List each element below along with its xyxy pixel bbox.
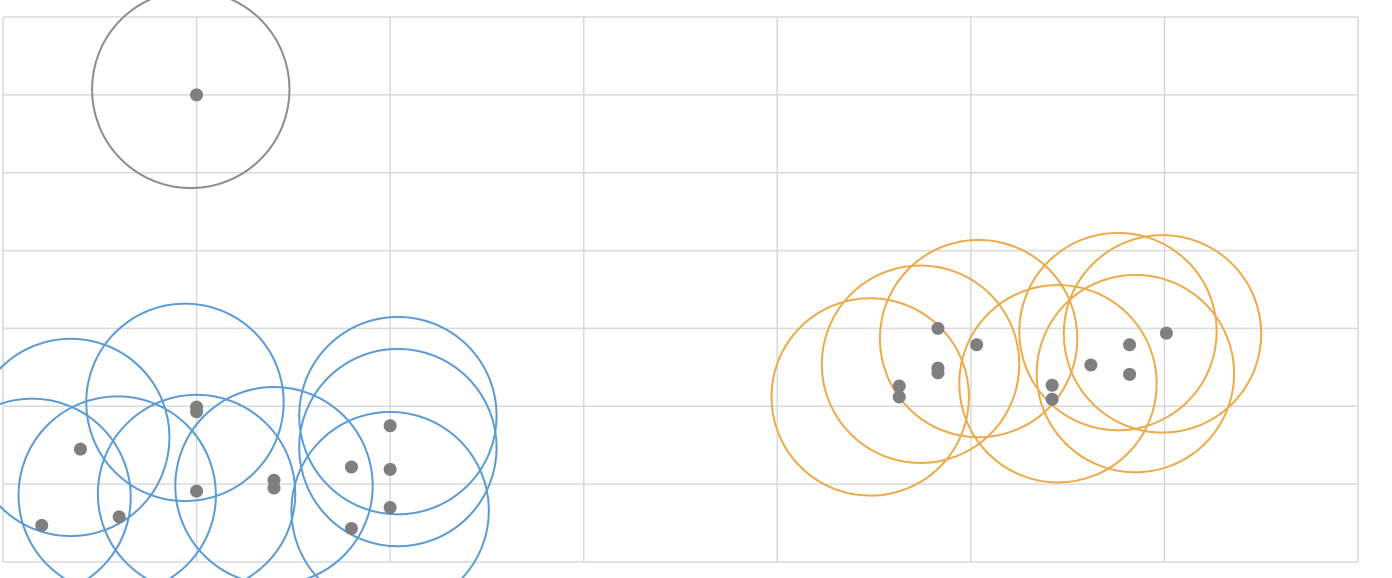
blue-cluster-circle — [0, 337, 171, 538]
blue-data-point — [190, 405, 204, 419]
orange-data-point — [1084, 358, 1098, 372]
cluster-circles — [0, 0, 1263, 578]
gray-cluster-circle — [91, 0, 291, 190]
blue-data-point — [73, 442, 87, 456]
gridlines — [2, 16, 1359, 563]
orange-data-point — [892, 390, 906, 404]
orange-data-point — [931, 321, 945, 335]
blue-data-point — [112, 510, 126, 524]
data-points — [35, 88, 1173, 536]
orange-cluster-circle — [820, 264, 1021, 464]
orange-data-point — [1045, 378, 1059, 392]
blue-cluster-circle — [0, 397, 132, 578]
blue-cluster-circle — [17, 395, 217, 578]
blue-data-point — [344, 460, 358, 474]
blue-cluster-circle — [290, 410, 490, 578]
blue-data-point — [344, 522, 358, 536]
orange-cluster-circle — [1062, 234, 1263, 434]
orange-data-point — [1123, 338, 1137, 352]
orange-cluster-circle — [958, 283, 1158, 484]
gray-data-point — [190, 88, 204, 102]
orange-data-point — [1045, 392, 1059, 406]
blue-data-point — [190, 484, 204, 498]
orange-data-point — [892, 379, 906, 393]
orange-data-point — [1159, 326, 1173, 340]
orange-data-point — [1123, 367, 1137, 381]
orange-cluster-circle — [878, 238, 1079, 439]
orange-data-point — [931, 366, 945, 380]
blue-cluster-circle — [174, 386, 374, 578]
blue-data-point — [383, 419, 397, 433]
blue-data-point — [383, 462, 397, 476]
blue-cluster-circle — [298, 315, 498, 516]
blue-data-point — [35, 518, 49, 532]
orange-data-point — [970, 338, 984, 352]
blue-cluster-circle — [85, 302, 285, 503]
blue-cluster-circle — [298, 347, 498, 548]
blue-cluster-circle — [96, 393, 297, 578]
blue-data-point — [383, 501, 397, 514]
orange-cluster-circle — [1035, 273, 1236, 474]
orange-cluster-circle — [1018, 231, 1218, 432]
orange-cluster-circle — [770, 297, 970, 497]
blue-data-point — [267, 481, 281, 495]
